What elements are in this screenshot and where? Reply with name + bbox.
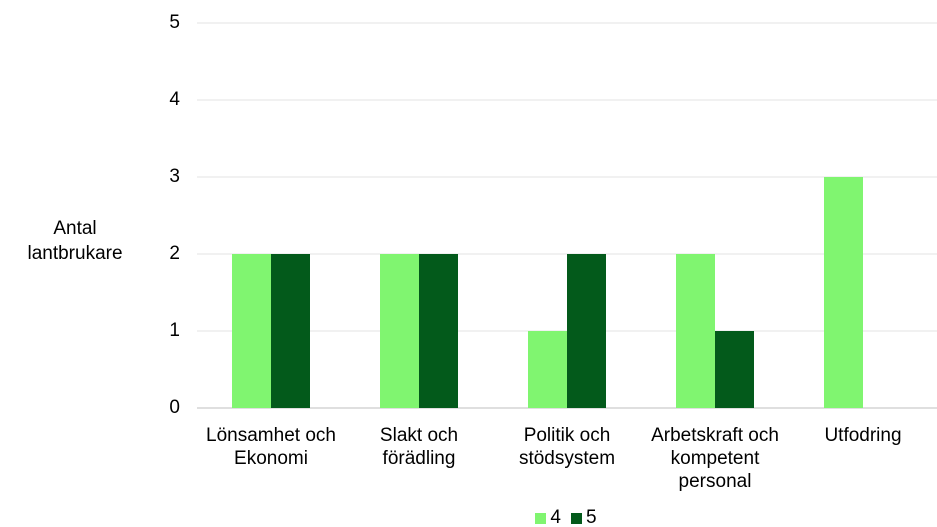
bar	[676, 254, 715, 408]
bar	[715, 331, 754, 408]
bar	[380, 254, 419, 408]
bar	[419, 254, 458, 408]
y-axis-label: Antal lantbrukare	[27, 218, 123, 264]
bar	[567, 254, 606, 408]
y-tick-label: 3	[169, 166, 180, 187]
bar	[271, 254, 310, 408]
y-tick-label: 4	[169, 89, 180, 110]
legend-item: 4	[535, 507, 561, 527]
legend-swatch	[535, 512, 547, 524]
legend-label: 5	[586, 507, 597, 527]
y-tick-label: 5	[169, 12, 180, 33]
legend-swatch	[571, 512, 582, 524]
legend-label: 4	[550, 507, 561, 527]
x-tick-label: Slakt och förädling	[379, 425, 459, 469]
y-tick-label: 2	[169, 243, 180, 264]
x-tick-label: Arbetskraft och kompetent personal	[651, 425, 779, 492]
bar	[824, 177, 863, 408]
x-tick-label: Utfodring	[824, 425, 902, 446]
legend-item: 5	[571, 507, 597, 527]
bar	[528, 331, 567, 408]
x-tick-label: Politik och stödsystem	[518, 425, 616, 469]
y-tick-label: 1	[169, 320, 180, 341]
y-tick-label: 0	[169, 397, 180, 418]
bar	[232, 254, 271, 408]
x-tick-label: Lönsamhet och Ekonomi	[206, 425, 336, 469]
